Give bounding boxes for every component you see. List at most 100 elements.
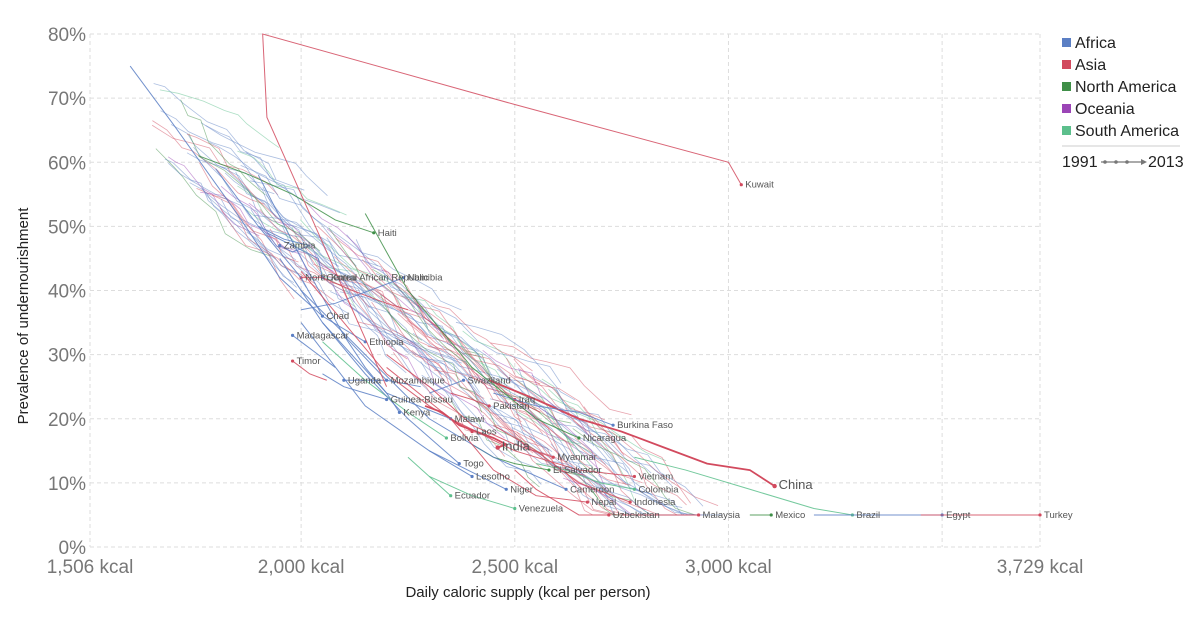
series-end-point <box>461 378 466 382</box>
series-label: Namibia <box>408 273 444 284</box>
series-end-point <box>547 468 551 472</box>
series-label: Laos <box>476 427 497 438</box>
series-label: Brazil <box>856 510 880 521</box>
grid-lines <box>89 33 1041 548</box>
series-end-point <box>372 231 376 235</box>
series-label: Kuwait <box>745 180 774 191</box>
background-trajectory <box>200 122 328 196</box>
x-axis-ticks: 1,506 kcal 2,000 kcal 2,500 kcal 3,000 kcal… <box>47 557 1084 578</box>
series-line-north-korea <box>301 277 409 311</box>
series-line-brazil <box>634 456 853 516</box>
time-legend-end: 2013 <box>1148 154 1184 171</box>
y-tick-label: 50% <box>48 217 86 238</box>
series-line-madagascar <box>292 334 336 368</box>
background-trajectory <box>170 124 277 218</box>
series-line-swaziland <box>429 379 464 394</box>
series-label: Nicaragua <box>583 433 627 444</box>
background-trajectory <box>531 374 652 474</box>
series-end-point <box>628 500 632 504</box>
background-trajectory <box>598 475 723 516</box>
series-end-point <box>449 494 453 498</box>
legend: Africa Asia North America Oceania South Amer… <box>1062 35 1179 140</box>
series-line-china <box>488 379 776 487</box>
series-label: India <box>502 439 531 454</box>
series-end-point <box>632 487 637 491</box>
background-trajectory <box>240 164 379 267</box>
series-end-point <box>384 378 389 382</box>
series-line-pakistan <box>450 392 490 407</box>
series-end-point <box>402 276 406 280</box>
y-tick-label: 0% <box>59 538 87 559</box>
background-trajectory <box>546 403 673 487</box>
background-trajectory <box>430 305 562 384</box>
background-trajectory <box>506 357 606 421</box>
series-line-zambia <box>258 225 312 253</box>
series-label: Madagascar <box>297 330 349 341</box>
series-label: Central African Republic <box>326 273 428 284</box>
series-line-colombia <box>536 463 635 490</box>
background-trajectory <box>330 291 407 374</box>
legend-entry: Oceania <box>1075 101 1135 118</box>
series-line-niger <box>300 322 507 490</box>
background-trajectory <box>159 89 280 148</box>
series-label: Vietnam <box>638 471 673 482</box>
legend-entry: Africa <box>1075 35 1116 52</box>
series-label: Chad <box>326 311 349 322</box>
x-axis-label: Daily caloric supply (kcal per person) <box>405 584 650 601</box>
background-trajectory <box>591 420 702 516</box>
background-trajectory <box>333 256 486 374</box>
background-trajectory <box>153 83 277 180</box>
series-label: Lesotho <box>476 471 510 482</box>
background-trajectory <box>155 148 272 257</box>
series-end-point <box>632 474 637 479</box>
series-lines <box>129 33 1042 517</box>
series-label: Colombia <box>638 484 679 495</box>
series-label: Venezuela <box>519 504 564 515</box>
series-label: Bolivia <box>450 433 479 444</box>
background-trajectory <box>206 192 297 288</box>
background-trajectory <box>189 182 311 280</box>
background-trajectory <box>335 237 456 346</box>
series-line-burkina-faso <box>493 392 614 426</box>
series-line-kuwait <box>262 33 742 387</box>
series-end-point <box>495 445 500 450</box>
background-trajectory <box>186 152 293 241</box>
series-end-point <box>696 513 701 517</box>
background-trajectory <box>406 319 508 404</box>
series-end-point <box>564 487 568 491</box>
series-end-point <box>470 429 474 434</box>
series-line-timor <box>292 360 327 381</box>
series-label: Ecuador <box>455 491 490 502</box>
series-end-point <box>504 487 508 491</box>
series-end-point <box>444 436 449 440</box>
series-line-ecuador <box>407 456 452 497</box>
y-axis-ticks: 0% 10% 20% 30% 40% 50% 60% 70% 80% <box>48 25 86 559</box>
series-line-iraq <box>514 399 541 413</box>
y-axis-label: Prevalence of undernourishment <box>15 207 32 425</box>
series-line-myanmar <box>386 354 554 458</box>
series-label: Burkina Faso <box>617 420 673 431</box>
legend-swatch <box>1062 82 1071 91</box>
series-end-point <box>577 436 581 440</box>
background-trajectory <box>380 294 483 413</box>
background-trajectory <box>330 278 462 364</box>
background-trajectory <box>188 133 321 252</box>
series-label: North Korea <box>305 273 357 284</box>
background-trajectory <box>356 321 454 397</box>
background-trajectory <box>314 247 428 336</box>
series-end-point <box>513 506 517 511</box>
background-trajectory <box>528 435 620 515</box>
background-trajectory <box>167 156 260 237</box>
legend-entry: South America <box>1075 123 1179 140</box>
y-tick-label: 20% <box>48 410 86 431</box>
series-label: Mozambique <box>391 375 445 386</box>
series-end-point <box>397 410 402 414</box>
legend-swatch <box>1062 104 1071 113</box>
series-label: Togo <box>463 459 484 470</box>
background-trajectory <box>237 185 352 272</box>
background-trajectory <box>201 188 295 284</box>
legend-entry: North America <box>1075 79 1176 96</box>
series-line-namibia <box>301 277 404 311</box>
background-trajectory <box>427 358 553 453</box>
series-end-point <box>1038 513 1042 517</box>
